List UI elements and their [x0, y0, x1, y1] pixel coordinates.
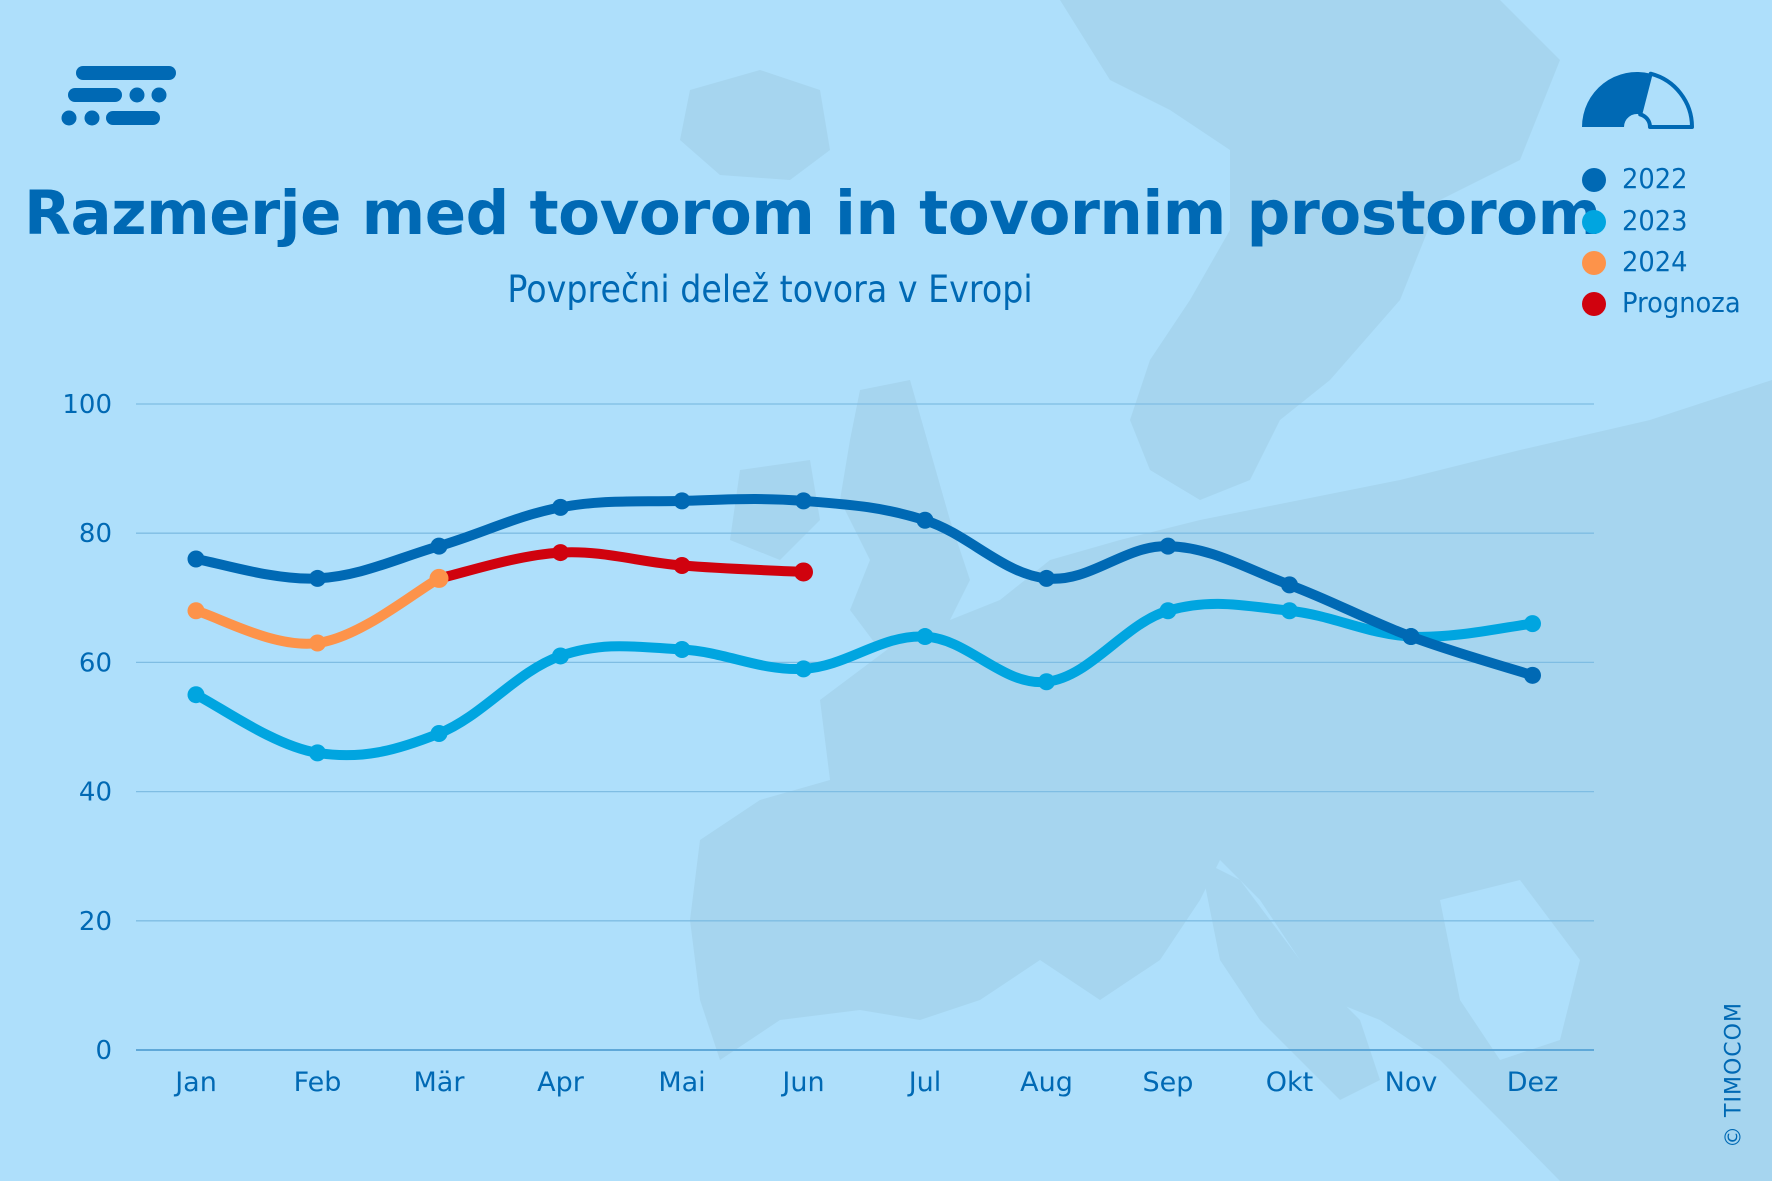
series: [187, 492, 1541, 762]
x-tick-label: Jul: [907, 1067, 942, 1098]
map-scandinavia: [1060, 0, 1560, 500]
map-balkans-sea-gap: [1440, 880, 1580, 1060]
point-2022-jul: [916, 511, 934, 529]
point-2023-feb: [309, 744, 326, 762]
x-tick-label: Jun: [780, 1067, 824, 1098]
series-prognoza: [430, 544, 813, 587]
point-2022-feb: [309, 569, 326, 587]
point-prognoza-apr: [552, 544, 569, 562]
point-2022-dez: [1524, 666, 1541, 684]
point-2024-jan: [187, 602, 205, 620]
grid-lines: [136, 403, 1594, 1051]
point-2022-jan: [187, 550, 205, 568]
series-2024: [187, 568, 449, 652]
point-2022-mai: [673, 492, 691, 510]
point-2023-apr: [552, 647, 569, 665]
legend-dot-2022: [1582, 168, 1606, 192]
legend-dot-2023: [1582, 210, 1606, 234]
point-2023-sep: [1159, 602, 1177, 620]
y-tick-label: 40: [79, 778, 112, 808]
point-2022-nov: [1402, 628, 1420, 646]
point-2023-jul: [916, 628, 934, 646]
point-2022-okt: [1281, 576, 1298, 594]
map-ireland: [730, 460, 820, 560]
y-tick-label: 0: [95, 1036, 112, 1066]
legend-label-prognoza: Prognoza: [1622, 286, 1741, 319]
point-2024-mär: [429, 568, 449, 588]
y-tick-label: 20: [79, 907, 112, 937]
legend-label-2022: 2022: [1622, 162, 1688, 195]
point-prognoza-mai: [673, 557, 691, 574]
x-tick-label: Apr: [537, 1067, 585, 1098]
line-2023: [191, 598, 1538, 761]
x-tick-label: Dez: [1507, 1067, 1559, 1098]
chart-subtitle: Povprečni delež tovora v Evropi: [507, 268, 1033, 311]
y-tick-label: 80: [79, 519, 112, 549]
point-2023-mai: [673, 640, 691, 658]
point-2023-aug: [1038, 673, 1055, 691]
x-tick-label: Nov: [1385, 1067, 1438, 1098]
y-tick-label: 60: [79, 648, 112, 678]
line-2022: [191, 494, 1538, 681]
point-2023-okt: [1281, 602, 1298, 620]
point-2024-feb: [309, 634, 326, 652]
x-tick-label: Mär: [414, 1067, 466, 1098]
point-2022-apr: [552, 498, 569, 516]
x-tick-label: Feb: [294, 1067, 342, 1098]
point-prognoza-jun: [794, 562, 813, 582]
x-tick-label: Aug: [1020, 1067, 1073, 1098]
gauge-icon: [1582, 71, 1694, 129]
x-axis-ticks: Jan Feb Mär Apr Mai Jun Jul Aug Sep Okt Nov Dez: [173, 1067, 1558, 1098]
line-2024: [191, 573, 444, 649]
copyright: © TIMOCOM: [1721, 1002, 1747, 1148]
y-tick-label: 100: [62, 390, 112, 420]
legend-dot-2024: [1582, 251, 1606, 275]
x-tick-label: Mai: [658, 1067, 705, 1098]
map-iceland: [680, 70, 830, 180]
gauge-empty-segment: [1638, 71, 1694, 129]
legend-dot-prognoza: [1582, 292, 1606, 316]
point-2023-dez: [1524, 615, 1541, 633]
chart-title: Razmerje med tovorom in tovornim prostor…: [24, 178, 1601, 249]
point-2022-mär: [430, 537, 448, 555]
line-prognoza: [434, 547, 809, 584]
point-2023-mär: [430, 724, 448, 742]
point-2023-jun: [795, 660, 812, 678]
y-axis-ticks: 0 20 40 60 80 100: [62, 390, 112, 1066]
x-tick-label: Jan: [173, 1067, 217, 1098]
point-2022-aug: [1038, 569, 1055, 587]
x-tick-label: Okt: [1266, 1067, 1313, 1098]
gauge-filled-segment: [1582, 72, 1651, 127]
series-2023: [187, 598, 1541, 762]
map-italy: [1200, 860, 1380, 1100]
series-2022: [187, 492, 1541, 684]
timocom-logo-icon: [61, 66, 176, 126]
point-2022-sep: [1159, 537, 1177, 555]
legend-label-2023: 2023: [1622, 204, 1688, 237]
x-tick-label: Sep: [1143, 1067, 1194, 1098]
point-2023-jan: [187, 686, 205, 704]
point-2022-jun: [795, 492, 812, 510]
legend-label-2024: 2024: [1622, 245, 1688, 278]
